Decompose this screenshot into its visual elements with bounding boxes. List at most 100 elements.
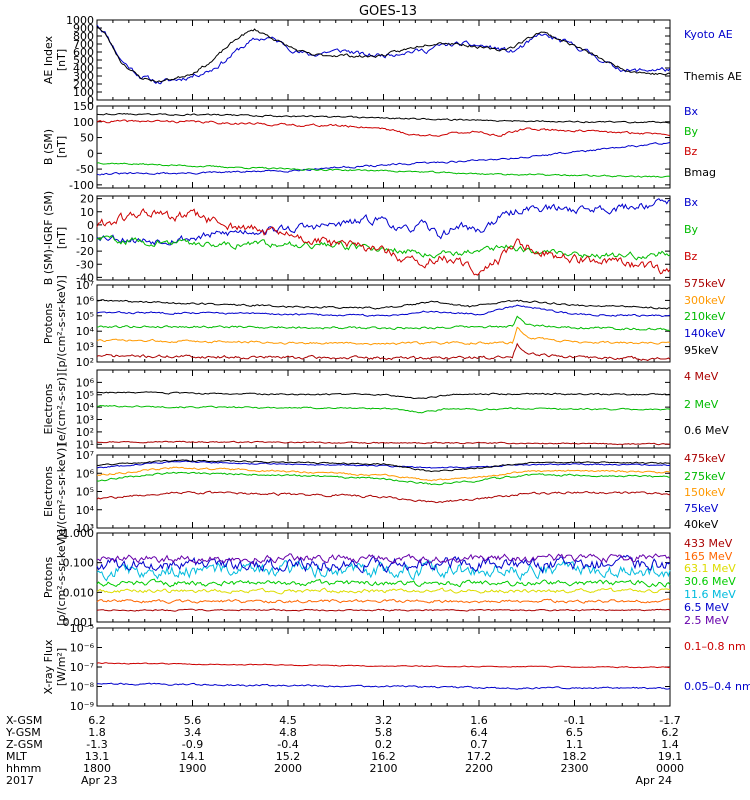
legend-label: 210keV — [684, 310, 726, 323]
y-tick-label: 10² — [76, 426, 94, 439]
series-line-electrons_kev-0 — [96, 490, 671, 504]
y-axis-label: [e/(cm²-s-sr)] — [55, 373, 68, 446]
series-line-protons_mev-3 — [96, 578, 671, 588]
legend-label: 4 MeV — [684, 370, 719, 383]
footer-value: 3.2 — [375, 714, 393, 727]
y-tick-label: 0.001 — [63, 616, 95, 629]
footer-value: 2000 — [274, 762, 302, 775]
series-line-bsm-0 — [96, 141, 671, 176]
series-line-electrons_kev-4 — [96, 459, 671, 473]
legend-label: By — [684, 223, 699, 236]
y-tick-label: 700 — [73, 38, 94, 51]
footer-value: 1.8 — [88, 726, 106, 739]
y-tick-label: 10³ — [76, 522, 94, 535]
y-axis-label: [W/m²] — [55, 648, 68, 686]
series-line-protons_mev-5 — [96, 554, 671, 574]
y-tick-label: 10⁶ — [76, 467, 95, 480]
y-axis-label: AE Index — [42, 35, 55, 84]
footer-value: 1800 — [83, 762, 111, 775]
y-tick-label: 10⁵ — [76, 389, 94, 402]
y-tick-label: 20 — [80, 193, 94, 206]
footer-row-label: Y-GSM — [5, 726, 41, 739]
footer-row-label: Z-GSM — [6, 738, 43, 751]
legend-label: 165 MeV — [684, 550, 733, 563]
panel-electrons_kev: 10³ 10⁴ 10⁵ 10⁶ 10⁷ Electrons [e/(cm²-s-sr-keV… — [42, 443, 726, 539]
y-tick-label: 0.100 — [63, 557, 95, 570]
panel-frame — [96, 19, 671, 101]
y-tick-label: 500 — [73, 54, 94, 67]
series-line-xray-0 — [96, 662, 671, 669]
series-line-protons_hi-2 — [96, 315, 671, 332]
y-axis-label: [e/(cm²-s-sr-keV)] — [55, 443, 68, 539]
footer-value: 0.7 — [470, 738, 488, 751]
y-tick-label: -40 — [76, 271, 94, 284]
legend-label: 575keV — [684, 277, 726, 290]
legend-label: 300keV — [684, 294, 726, 307]
y-tick-label: 0.010 — [63, 586, 95, 599]
y-tick-label: 10³ — [76, 341, 94, 354]
y-tick-label: 10⁶ — [76, 376, 95, 389]
y-tick-label: 10⁻⁶ — [70, 642, 95, 655]
y-tick-label: 100 — [73, 116, 94, 129]
panel-xray: 10⁻⁹ 10⁻⁸ 10⁻⁷ 10⁻⁶ 10⁻⁵ X-ray Flux [W/m²] 0.1–… — [42, 622, 750, 713]
footer-value: 13.1 — [85, 750, 110, 763]
y-axis-label: [nT] — [55, 227, 68, 249]
y-tick-label: 10⁻⁸ — [70, 681, 95, 694]
y-axis-label: [p/(cm²-s-sr-keV)] — [55, 529, 68, 626]
footer-value: 5.8 — [375, 726, 393, 739]
series-line-protons_mev-2 — [96, 587, 671, 595]
legend-label: 140keV — [684, 327, 726, 340]
series-line-bigrf-2 — [96, 208, 671, 276]
footer-ephemeris: X-GSM 6.2 5.6 4.5 3.2 1.6 -0.1 -1.7 Y-GSM 1.8 3.4 4… — [5, 714, 684, 787]
footer-value: 0000 — [656, 762, 684, 775]
y-axis-label: B (SM)-IGRF (SM) — [42, 191, 55, 285]
footer-row-label: MLT — [6, 750, 27, 763]
y-tick-label: 10⁵ — [76, 486, 94, 499]
footer-value: 1.4 — [661, 738, 679, 751]
y-tick-label: 200 — [73, 78, 94, 91]
panel-protons_hi: 10² 10³ 10⁴ 10⁵ 10⁶ 10⁷ Protons [p/(cm²-s-sr-ke… — [42, 275, 726, 372]
y-tick-label: -50 — [76, 163, 94, 176]
y-tick-label: 150 — [73, 100, 94, 113]
legend-label: 11.6 MeV — [684, 588, 736, 601]
legend-label: 30.6 MeV — [684, 575, 736, 588]
footer-value: 0.2 — [375, 738, 393, 751]
y-tick-label: 10⁴ — [76, 325, 95, 338]
y-tick-label: 100 — [73, 86, 94, 99]
y-tick-label: -10 — [76, 232, 94, 245]
series-line-protons_hi-3 — [96, 304, 671, 318]
y-tick-label: 800 — [73, 30, 94, 43]
footer-value: 4.5 — [279, 714, 297, 727]
footer-value: -0.9 — [182, 738, 203, 751]
legend-label: 6.5 MeV — [684, 601, 729, 614]
y-tick-label: 10¹ — [76, 438, 94, 451]
footer-value: 14.1 — [180, 750, 205, 763]
legend-label: Bmag — [684, 166, 716, 179]
series-line-xray-1 — [96, 682, 671, 690]
legend-label: 433 MeV — [684, 537, 733, 550]
y-tick-label: 10⁶ — [76, 294, 95, 307]
series-line-protons_hi-0 — [96, 342, 671, 362]
footer-value: 2200 — [465, 762, 493, 775]
legend-label: 150keV — [684, 486, 726, 499]
legend-label: 95keV — [684, 344, 719, 357]
legend-label: Bx — [684, 196, 699, 209]
series-line-ae-0 — [96, 24, 671, 85]
legend-label: 75keV — [684, 502, 719, 515]
footer-value: 16.2 — [371, 750, 396, 763]
legend-label: 40keV — [684, 518, 719, 531]
y-tick-label: 300 — [73, 70, 94, 83]
y-axis-label: [nT] — [55, 136, 68, 158]
y-tick-label: 50 — [80, 132, 94, 145]
y-tick-label: 0 — [87, 219, 94, 232]
footer-value: 2300 — [561, 762, 589, 775]
footer-row-label: 2017 — [6, 774, 34, 787]
series-line-bsm-3 — [96, 112, 671, 124]
footer-value: -0.4 — [277, 738, 298, 751]
y-axis-label: Protons — [42, 303, 55, 344]
y-tick-label: -30 — [76, 258, 94, 271]
y-tick-label: 600 — [73, 46, 94, 59]
